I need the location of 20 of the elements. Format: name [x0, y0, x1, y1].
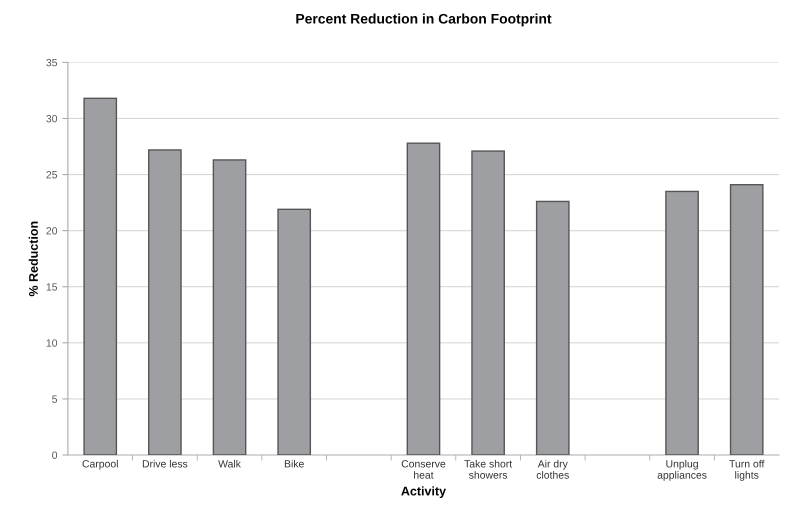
- y-tick-label: 30: [46, 114, 58, 122]
- y-tick-label: 0: [52, 452, 58, 459]
- y-tick-label: 25: [46, 171, 58, 178]
- y-tick-label: 5: [52, 396, 58, 403]
- x-tick-label: Take short showers: [464, 460, 512, 479]
- x-tick-label: Bike: [284, 460, 304, 468]
- x-tick-label: Turn off lights: [729, 460, 764, 481]
- x-tick-label: Drive less: [142, 460, 188, 468]
- x-tick-label: Carpool: [82, 460, 118, 470]
- x-tick-label: Walk: [218, 460, 241, 468]
- y-tick-label: 10: [46, 339, 58, 347]
- y-axis-title: % Reduction: [28, 222, 38, 296]
- x-tick-label: Air dry clothes: [536, 460, 569, 479]
- x-tick-label: Conserve heat: [402, 460, 446, 479]
- x-tick-label: Unplug appliances: [658, 460, 707, 481]
- y-tick-label: 20: [46, 227, 58, 235]
- chart-title: Percent Reduction in Carbon Footprint: [296, 13, 552, 26]
- y-tick-label: 35: [46, 58, 58, 66]
- y-tick-label: 15: [46, 283, 58, 291]
- x-axis-title: Activity: [401, 486, 446, 498]
